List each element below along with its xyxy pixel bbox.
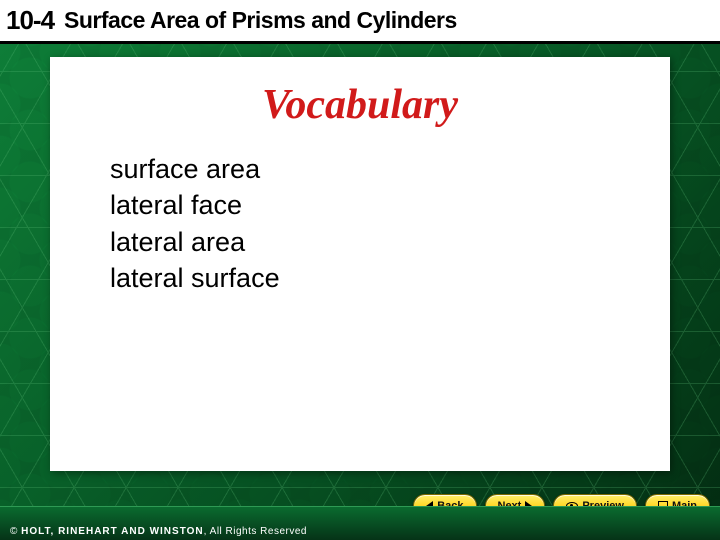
vocabulary-list: surface area lateral face lateral area l… bbox=[110, 151, 670, 297]
vocab-term: lateral surface bbox=[110, 260, 670, 296]
header-bar: 10-4 Surface Area of Prisms and Cylinder… bbox=[0, 0, 720, 44]
publisher: HOLT, RINEHART AND WINSTON bbox=[21, 526, 203, 537]
vocab-term: lateral face bbox=[110, 187, 670, 223]
lesson-number: 10-4 bbox=[6, 5, 54, 36]
slide: 10-4 Surface Area of Prisms and Cylinder… bbox=[0, 0, 720, 540]
lesson-title: Surface Area of Prisms and Cylinders bbox=[64, 7, 457, 34]
footer-strip: © HOLT, RINEHART AND WINSTON, All Rights… bbox=[0, 506, 720, 540]
content-panel: Vocabulary surface area lateral face lat… bbox=[50, 57, 670, 471]
vocab-term: surface area bbox=[110, 151, 670, 187]
vocab-term: lateral area bbox=[110, 224, 670, 260]
rights-text: , All Rights Reserved bbox=[204, 526, 307, 537]
copyright: © HOLT, RINEHART AND WINSTON, All Rights… bbox=[10, 526, 307, 537]
footer: Back Next Preview Main © HOLT, RINEHART … bbox=[0, 488, 720, 540]
vocabulary-heading: Vocabulary bbox=[50, 81, 670, 129]
